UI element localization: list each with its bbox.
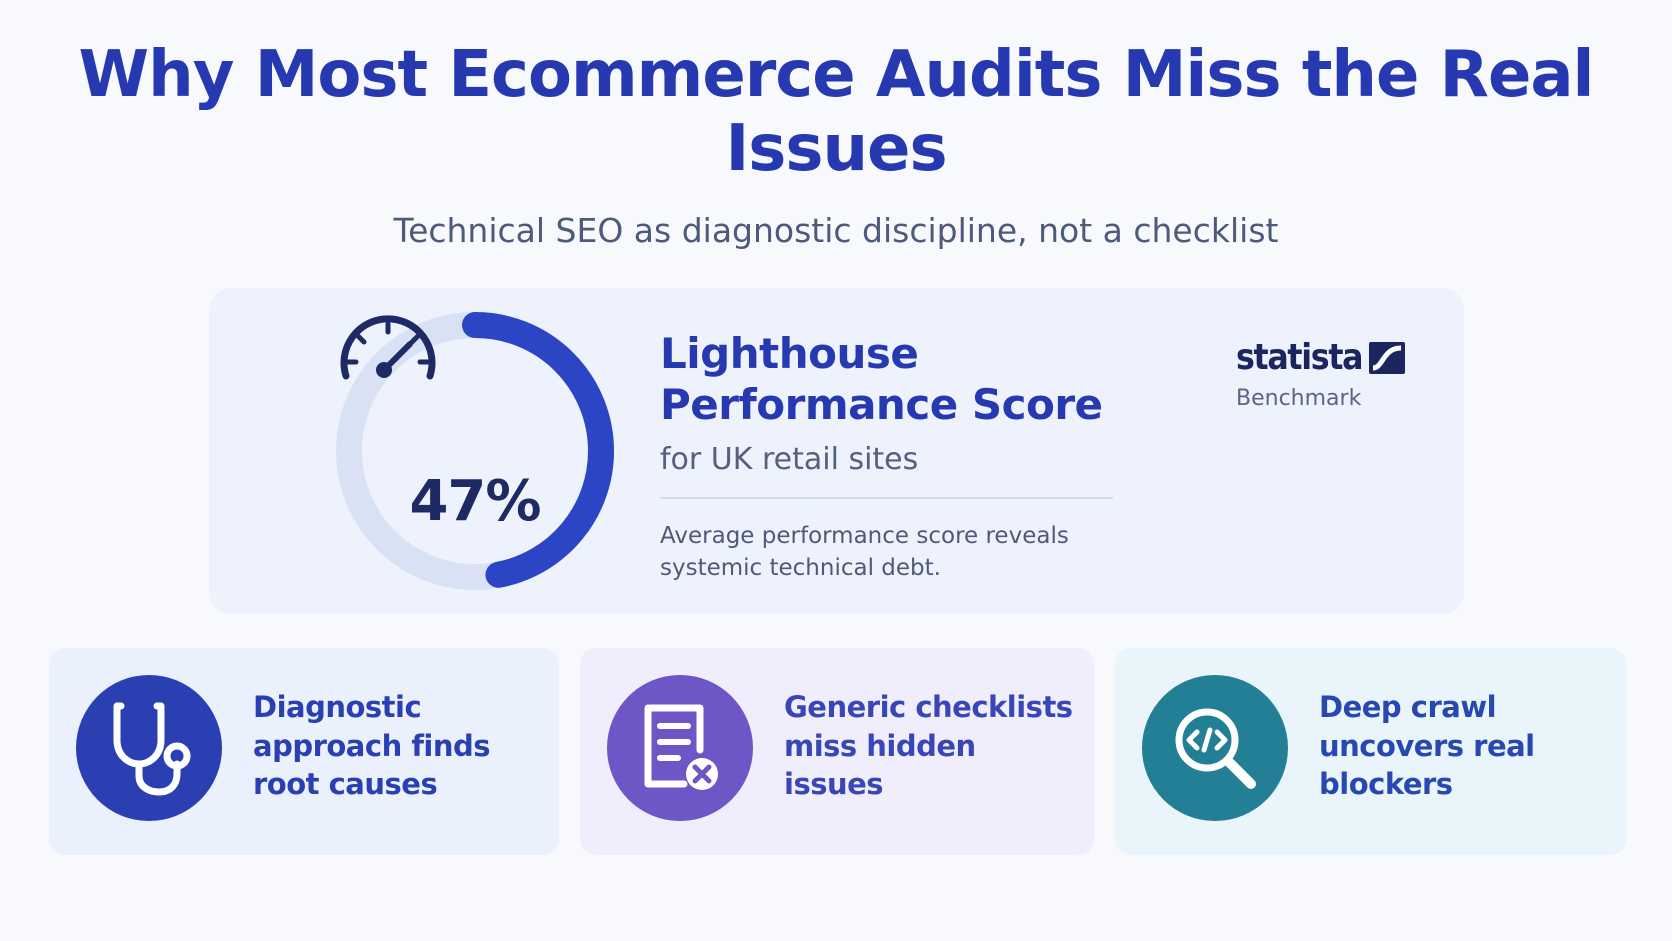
feature-text: Generic checklists miss hidden issues (784, 690, 1073, 801)
feature-card-deep-crawl: Deep crawl uncovers real blockers (1115, 648, 1626, 855)
code-search-icon (1175, 708, 1256, 789)
page-subtitle: Technical SEO as diagnostic discipline, … (393, 211, 1279, 250)
score-value: 47% (409, 469, 541, 534)
metric-description: Average performance score reveals system… (660, 523, 1069, 581)
feature-icon-circle (1142, 675, 1288, 821)
page-title: Why Most Ecommerce Audits Miss the Real … (78, 38, 1595, 186)
gauge-ring (336, 312, 614, 590)
score-gauge: 47% (334, 310, 616, 592)
metric-title: Lighthouse Performance Score (660, 329, 1103, 429)
feature-card-diagnostic: Diagnostic approach finds root causes (49, 648, 559, 855)
statista-mark-icon (1369, 342, 1406, 374)
gauge-fill (336, 312, 614, 590)
feature-card-checklists: Generic checklists miss hidden issues (580, 648, 1094, 855)
checklist-x-icon (644, 704, 718, 790)
feature-text: Diagnostic approach finds root causes (253, 690, 491, 801)
source-label: Benchmark (1236, 386, 1362, 411)
source-attribution: statista Benchmark (1236, 337, 1406, 414)
divider (660, 497, 1113, 499)
metric-subtitle: for UK retail sites (660, 442, 919, 477)
stethoscope-icon (113, 702, 191, 796)
metric-card: 47% Lighthouse Performance Score for UK … (209, 288, 1464, 614)
speedometer-icon (340, 315, 436, 380)
source-name: statista (1236, 337, 1364, 378)
feature-text: Deep crawl uncovers real blockers (1319, 690, 1535, 801)
feature-icon-circle (607, 675, 753, 821)
statista-logo: statista (1236, 337, 1406, 378)
feature-icon-circle (76, 675, 222, 821)
